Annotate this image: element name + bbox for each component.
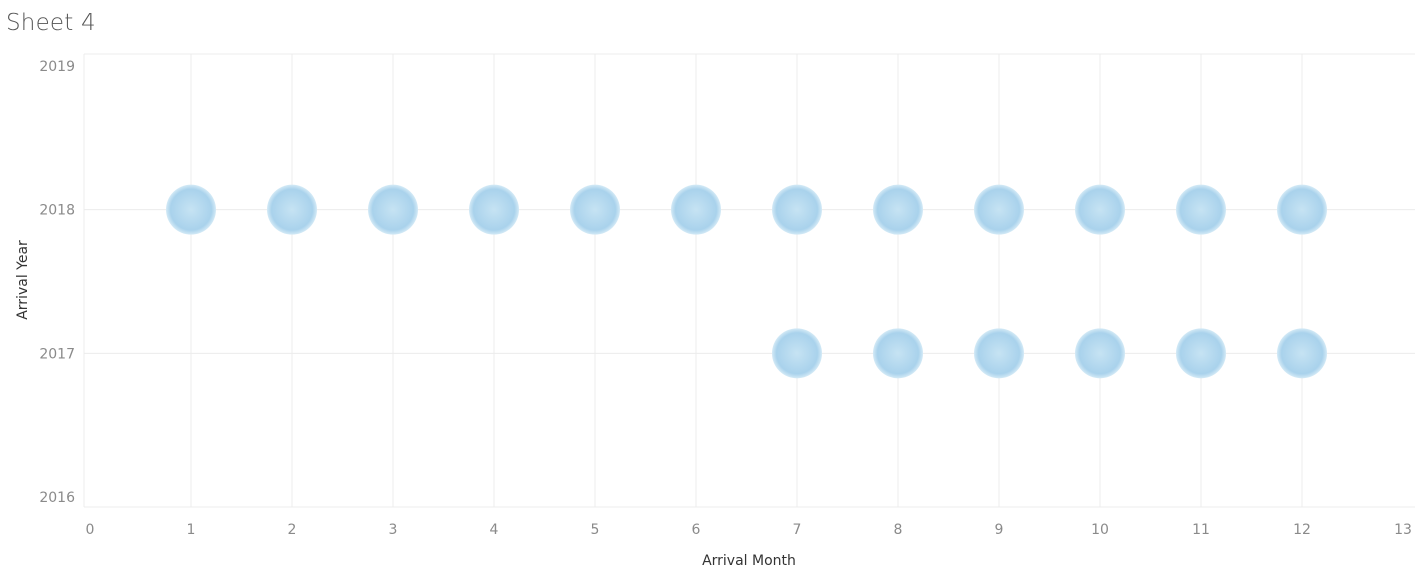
- axes: [83, 53, 1415, 508]
- data-point[interactable]: [267, 184, 317, 235]
- y-tick-label: 2018: [39, 203, 75, 219]
- data-point[interactable]: [166, 184, 216, 235]
- data-point[interactable]: [1176, 328, 1226, 379]
- gridlines: [84, 54, 1415, 507]
- data-point[interactable]: [1176, 184, 1226, 235]
- y-tick-label: 2017: [39, 346, 75, 362]
- x-tick-label: 5: [591, 522, 600, 538]
- data-point[interactable]: [1277, 328, 1327, 379]
- data-point[interactable]: [368, 184, 418, 235]
- sheet-title: Sheet 4: [6, 10, 96, 36]
- x-tick-label: 8: [894, 522, 903, 538]
- data-point[interactable]: [570, 184, 620, 235]
- data-point[interactable]: [974, 328, 1024, 379]
- x-tick-label: 13: [1394, 522, 1412, 538]
- data-point[interactable]: [469, 184, 519, 235]
- data-point[interactable]: [873, 328, 923, 379]
- data-point[interactable]: [671, 184, 721, 235]
- data-point[interactable]: [974, 184, 1024, 235]
- data-point[interactable]: [772, 328, 822, 379]
- data-point[interactable]: [1277, 184, 1327, 235]
- data-point[interactable]: [772, 184, 822, 235]
- x-tick-label: 7: [793, 522, 802, 538]
- x-tick-label: 2: [288, 522, 297, 538]
- x-tick-label: 10: [1091, 522, 1109, 538]
- x-tick-label: 11: [1192, 522, 1210, 538]
- y-tick-label: 2019: [39, 59, 75, 75]
- x-tick-label: 9: [995, 522, 1004, 538]
- data-point[interactable]: [873, 184, 923, 235]
- x-tick-label: 6: [692, 522, 701, 538]
- data-point[interactable]: [1075, 184, 1125, 235]
- data-point[interactable]: [1075, 328, 1125, 379]
- x-axis-title: Arrival Month: [702, 553, 796, 569]
- y-axis-title: Arrival Year: [15, 240, 31, 320]
- data-marks: [166, 184, 1327, 379]
- x-tick-label: 3: [389, 522, 398, 538]
- x-tick-label: 0: [86, 522, 95, 538]
- x-tick-label: 4: [490, 522, 499, 538]
- x-tick-label: 1: [187, 522, 196, 538]
- x-tick-label: 12: [1293, 522, 1311, 538]
- y-tick-label: 2016: [39, 490, 75, 506]
